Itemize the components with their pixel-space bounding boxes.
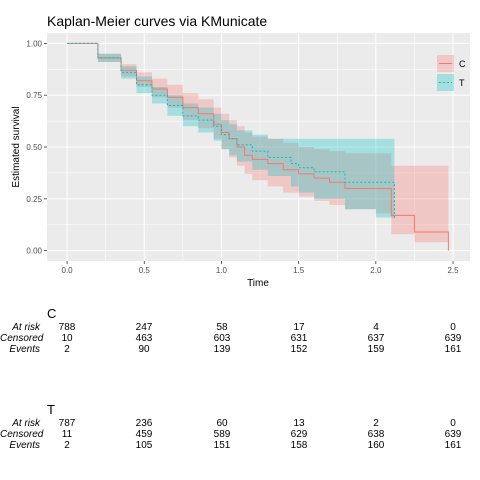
km-chart: Kaplan-Meier curves via KMunicate 0.0 0.5… [11,13,470,289]
confidence-band-c [67,43,449,243]
risk-value: 2 [373,418,379,429]
risk-value: 0 [450,418,456,429]
survival-line-t [67,42,395,220]
x-tick-label: 2.0 [370,266,382,275]
x-axis-ticks: 0.0 0.5 1.0 1.5 2.0 2.5 [62,261,459,275]
events-value: 160 [367,440,385,451]
legend-label-t: T [459,78,465,88]
y-axis-ticks: 0.00 0.25 0.50 0.75 1.00 [26,39,47,256]
row-label-events: Events [9,344,40,355]
events-value: 90 [138,344,150,355]
censored-value: 638 [367,429,385,440]
survival-curves [67,42,449,251]
y-tick-label: 0.25 [26,195,42,204]
legend-key-t [437,74,454,91]
events-value: 158 [290,440,308,451]
events-value: 2 [64,344,70,355]
censored-value: 589 [213,429,231,440]
legend: CT [437,55,466,91]
events-value: 105 [135,440,153,451]
risk-value: 236 [135,418,153,429]
censored-value: 463 [135,333,153,344]
censored-value: 10 [61,333,73,344]
censored-value: 637 [367,333,385,344]
risk-group-label: T [47,402,55,417]
y-tick-label: 0.00 [26,247,42,256]
legend-label-c: C [459,59,466,69]
censored-value: 11 [61,429,73,440]
y-axis-label: Estimated survival [11,106,22,187]
events-value: 152 [290,344,308,355]
risk-value: 60 [216,418,228,429]
risk-value: 247 [135,322,153,333]
x-tick-label: 2.5 [447,266,459,275]
survival-line-c [67,42,449,251]
censored-value: 631 [290,333,308,344]
events-value: 161 [444,344,462,355]
censored-value: 459 [135,429,153,440]
censored-value: 629 [290,429,308,440]
row-label-at-risk: At risk [12,418,40,429]
row-label-censored: Censored [0,333,44,344]
confidence-band-t [67,43,395,243]
x-axis-label: Time [247,278,269,289]
y-tick-label: 0.75 [26,91,42,100]
y-tick-label: 1.00 [26,39,42,48]
row-label-at-risk: At risk [12,322,40,333]
events-value: 2 [64,440,70,451]
risk-group-label: C [47,306,57,321]
censored-value: 603 [213,333,231,344]
risk-value: 4 [373,322,379,333]
row-label-events: Events [9,440,40,451]
risk-value: 13 [293,418,305,429]
risk-value: 788 [58,322,76,333]
events-value: 161 [444,440,462,451]
confidence-bands [67,43,449,243]
grid [47,33,470,261]
risk-value: 17 [293,322,305,333]
x-tick-label: 1.0 [216,266,228,275]
x-tick-label: 0.5 [139,266,151,275]
x-tick-label: 0.0 [62,266,74,275]
chart-title: Kaplan-Meier curves via KMunicate [47,13,267,29]
censored-value: 639 [444,429,462,440]
events-value: 159 [367,344,385,355]
censored-value: 639 [444,333,462,344]
row-label-censored: Censored [0,429,44,440]
risk-value: 0 [450,322,456,333]
events-value: 151 [213,440,231,451]
events-value: 139 [213,344,231,355]
y-tick-label: 0.50 [26,143,42,152]
risk-value: 787 [58,418,76,429]
risk-value: 58 [216,322,228,333]
x-tick-label: 1.5 [293,266,305,275]
